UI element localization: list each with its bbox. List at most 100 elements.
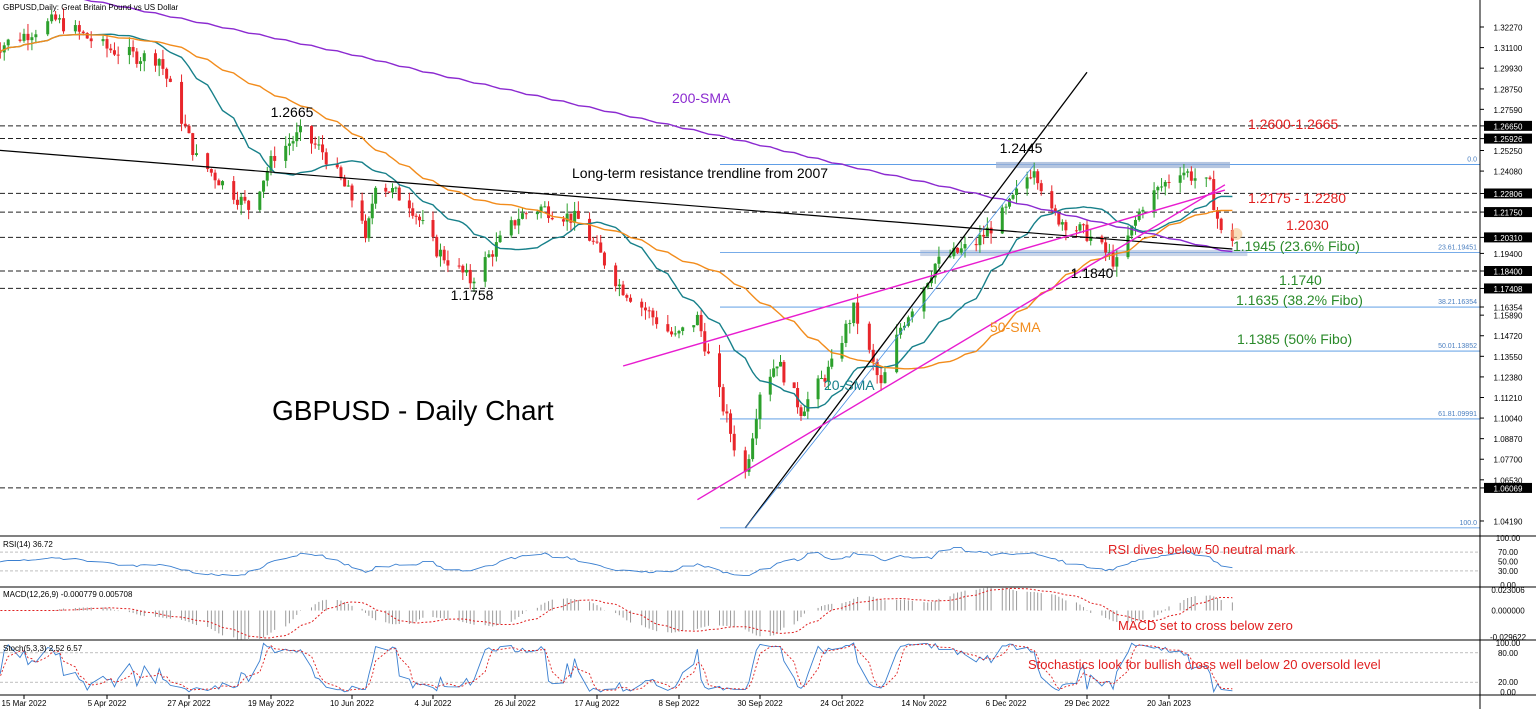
annotations: 1.2665 1.1758 1.2445 1.1840 200-SMA 50-SMA 20-… — [0, 90, 1536, 696]
candle-body — [1074, 230, 1078, 232]
candle-body — [1032, 171, 1036, 178]
candle-body — [1107, 252, 1111, 254]
y-tick-label: 1.29930 — [1494, 65, 1523, 74]
candle-body — [1000, 207, 1004, 234]
candle-body — [840, 342, 844, 359]
resistance-trendline — [0, 149, 1233, 250]
candle-body — [982, 234, 986, 237]
candle-body — [364, 220, 367, 239]
stoch-tick-label: 80.00 — [1498, 649, 1519, 658]
candle-body — [324, 152, 328, 165]
annotation-label: 1.1945 (23.6% Fibo) — [1233, 238, 1360, 254]
candle-body — [472, 281, 476, 284]
candle-body — [273, 156, 277, 161]
y-tick-label: 1.06069 — [1494, 484, 1523, 493]
candle-body — [1104, 242, 1108, 253]
candle-body — [310, 126, 313, 144]
candle-body — [959, 248, 963, 253]
candle-body — [747, 459, 751, 472]
candle-body — [1126, 235, 1130, 258]
candle-body — [856, 302, 860, 324]
candle-body — [989, 227, 993, 234]
x-tick-label: 8 Sep 2022 — [659, 699, 700, 708]
candle-body — [1160, 186, 1164, 188]
sma200-line — [83, 0, 1233, 253]
y-tick-label: 1.12380 — [1494, 373, 1523, 382]
y-tick-label: 1.18400 — [1494, 268, 1523, 277]
candle-body — [313, 143, 317, 145]
candle-body — [139, 61, 143, 64]
candle-body — [883, 372, 887, 384]
candle-body — [948, 256, 952, 258]
y-tick-label: 1.20310 — [1494, 234, 1523, 243]
candle-body — [985, 227, 989, 237]
candle-body — [732, 433, 736, 451]
candle-body — [346, 185, 350, 187]
candle-body — [1208, 177, 1212, 180]
chart-title: GBPUSD - Daily Chart — [272, 395, 554, 426]
candle-body — [127, 46, 131, 56]
candle-body — [161, 59, 165, 69]
annotation-label: 1.2030 — [1286, 217, 1329, 233]
candle-body — [465, 269, 469, 273]
candle-body — [565, 213, 569, 222]
y-tick-label: 1.04190 — [1494, 517, 1523, 526]
candle-body — [602, 252, 606, 266]
candle-body — [677, 331, 681, 334]
candle-body — [1130, 225, 1134, 236]
price-marker — [1230, 228, 1243, 241]
symbol-description: Great Britain Pound vs US Dollar — [61, 3, 179, 12]
y-tick-label: 1.28750 — [1494, 85, 1523, 94]
candle-body — [826, 366, 830, 382]
candle-body — [26, 33, 30, 41]
y-tick-label: 1.13550 — [1494, 353, 1523, 362]
x-tick-label: 10 Jun 2022 — [330, 699, 375, 708]
candle-body — [517, 218, 521, 226]
x-tick-label: 27 Apr 2022 — [167, 699, 211, 708]
rsi-line — [0, 546, 1233, 577]
candle-body — [295, 132, 299, 142]
y-tick-label: 1.27590 — [1494, 106, 1523, 115]
y-tick-label: 1.10040 — [1494, 415, 1523, 424]
candle-body — [1036, 171, 1040, 184]
sma50-line — [0, 33, 1233, 370]
candle-body — [550, 218, 554, 220]
candle-body — [1011, 195, 1015, 199]
candle-body — [820, 378, 823, 380]
candle-body — [387, 191, 391, 193]
candle-body — [191, 133, 195, 156]
candle-body — [209, 169, 213, 173]
candle-body — [561, 219, 565, 222]
annotation-label: 1.2175 - 1.2280 — [1248, 190, 1346, 206]
x-tick-label: 6 Dec 2022 — [986, 699, 1027, 708]
candle-body — [360, 200, 364, 221]
candle-body — [879, 375, 883, 384]
candle-body — [543, 206, 547, 208]
candle-body — [1078, 224, 1082, 231]
y-tick-label: 1.14720 — [1494, 332, 1523, 341]
candle-body — [411, 208, 415, 216]
candle-body — [1085, 224, 1089, 241]
candle-body — [498, 235, 502, 243]
candle-body — [418, 216, 421, 221]
candle-body — [1204, 177, 1208, 179]
candles — [0, 8, 1234, 479]
candle-body — [573, 210, 577, 223]
candle-body — [729, 413, 733, 434]
candle-body — [599, 242, 603, 253]
candle-body — [269, 156, 273, 171]
candle-body — [1053, 208, 1057, 213]
candle-body — [339, 167, 343, 179]
candle-body — [105, 39, 109, 49]
y-tick-label: 1.16354 — [1494, 303, 1523, 312]
overlay-lines — [0, 71, 1243, 529]
x-tick-label: 15 Mar 2022 — [2, 699, 47, 708]
fibo-level-label: 61.81.09991 — [1438, 411, 1477, 418]
candle-body — [384, 187, 388, 192]
candle-body — [187, 125, 191, 134]
annotation-label: 1.2600-1.2665 — [1248, 116, 1339, 132]
annotation-label: 1.1740 — [1279, 272, 1322, 288]
upper-channel — [622, 189, 1226, 367]
candle-body — [287, 143, 291, 146]
